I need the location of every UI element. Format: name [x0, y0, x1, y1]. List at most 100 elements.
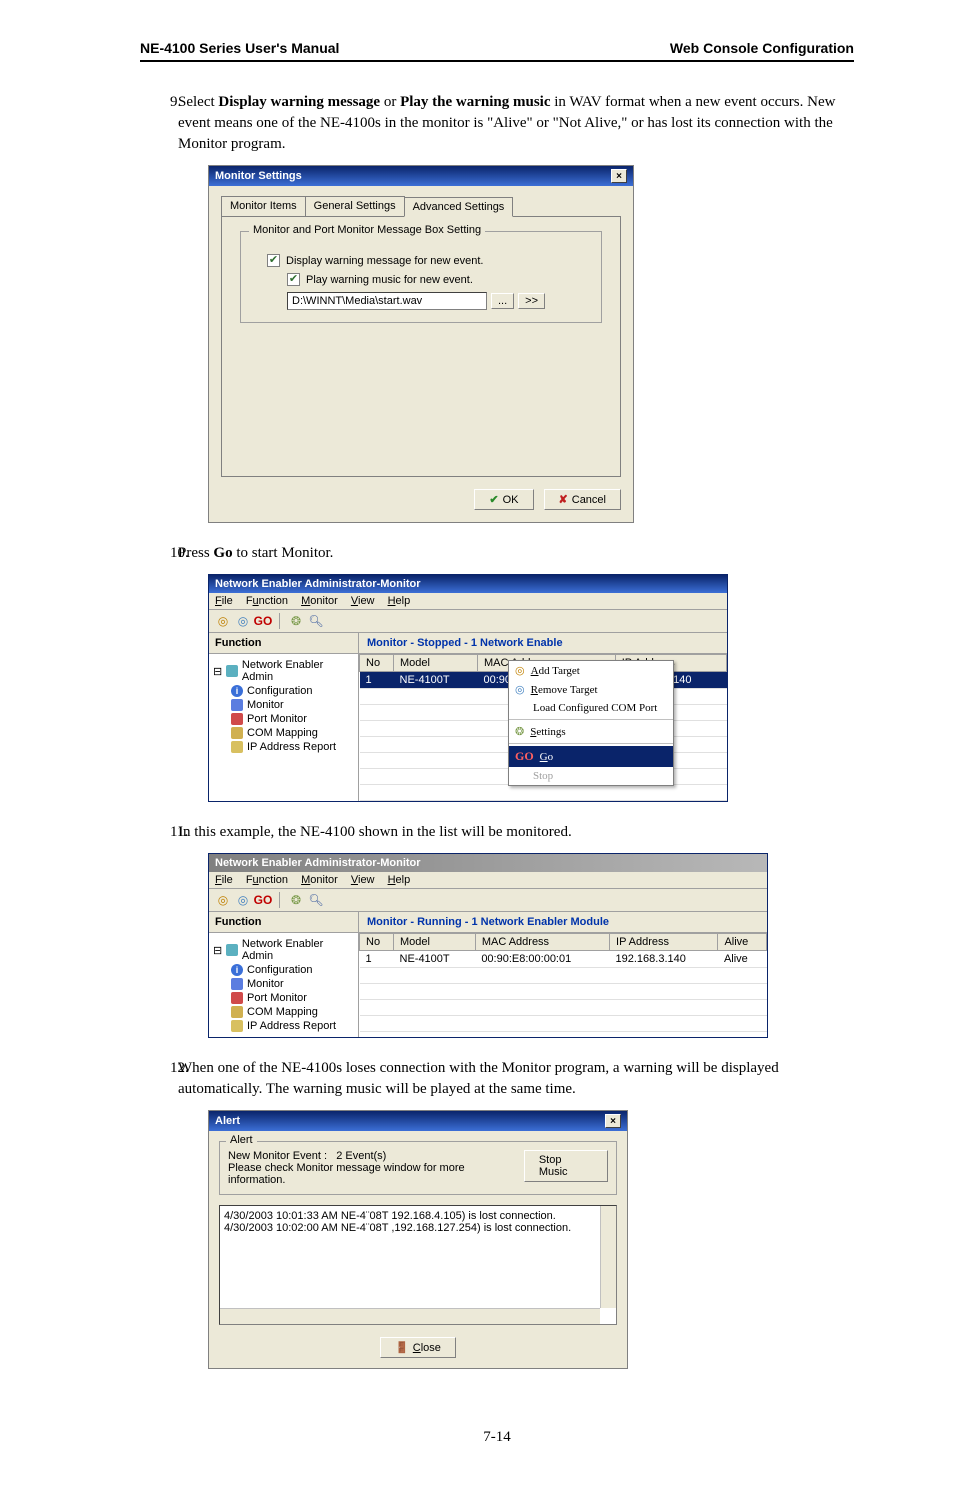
table-row	[360, 968, 767, 984]
separator	[509, 719, 673, 720]
info-icon: i	[231, 685, 243, 697]
col-model[interactable]: Model	[394, 934, 476, 951]
settings-icon[interactable]: ❂	[288, 613, 304, 629]
com-icon	[231, 1006, 243, 1018]
scrollbar-horizontal[interactable]	[220, 1308, 600, 1324]
go-button[interactable]: GO	[255, 613, 271, 629]
menubar: File Function Monitor View Help	[209, 872, 767, 889]
app-title: Network Enabler Administrator-Monitor	[215, 578, 421, 590]
col-mac[interactable]: MAC Address	[475, 934, 609, 951]
separator	[509, 743, 673, 744]
close-icon[interactable]: ×	[611, 169, 627, 183]
cancel-button[interactable]: ✘Cancel	[544, 489, 621, 510]
tab-advanced-settings[interactable]: Advanced Settings	[404, 197, 514, 217]
log-line: 4/30/2003 10:02:00 AM NE-4¨08T ,192.168.…	[224, 1222, 612, 1234]
device-grid: No Model MAC Address IP Address Alive 1 …	[359, 933, 767, 1032]
target-remove-icon[interactable]: ◎	[235, 613, 251, 629]
alert-titlebar: Alert ×	[209, 1111, 627, 1131]
separator	[279, 613, 280, 629]
col-no[interactable]: No	[360, 655, 394, 672]
menu-file[interactable]: File	[215, 874, 233, 886]
target-remove-icon[interactable]: ◎	[235, 892, 251, 908]
tree-com-mapping[interactable]: COM Mapping	[231, 1005, 354, 1019]
wav-path-input[interactable]: D:\WINNT\Media\start.wav	[287, 292, 487, 310]
function-tree: ⊟Network Enabler Admin iConfiguration Mo…	[209, 654, 358, 758]
menu-monitor[interactable]: Monitor	[301, 595, 338, 607]
search-icon[interactable]: 🔍︎	[308, 892, 324, 908]
settings-icon: ❂	[515, 725, 524, 738]
alert-dialog: Alert × Alert New Monitor Event : 2 Even…	[208, 1110, 628, 1369]
tree-port-monitor[interactable]: Port Monitor	[231, 991, 354, 1005]
settings-icon[interactable]: ❂	[288, 892, 304, 908]
checkbox-display-warning[interactable]: ✔	[267, 254, 280, 267]
tab-general-settings[interactable]: General Settings	[305, 196, 405, 216]
tab-monitor-items[interactable]: Monitor Items	[221, 196, 306, 216]
col-no[interactable]: No	[360, 934, 394, 951]
log-box: 4/30/2003 10:01:33 AM NE-4¨08T 192.168.4…	[219, 1205, 617, 1325]
info-icon: i	[231, 964, 243, 976]
monitor-settings-dialog: Monitor Settings × Monitor Items General…	[208, 165, 634, 523]
tree-configuration[interactable]: iConfiguration	[231, 963, 354, 977]
step-11-text: In this example, the NE-4100 shown in th…	[178, 822, 854, 843]
monitor-window-running: Network Enabler Administrator-Monitor Fi…	[208, 853, 768, 1038]
main-header-running: Monitor - Running - 1 Network Enabler Mo…	[359, 912, 767, 933]
context-menu: ◎Add Target ◎Remove Target Load Configur…	[508, 660, 674, 786]
col-alive[interactable]: Alive	[718, 934, 767, 951]
group-label: Monitor and Port Monitor Message Box Set…	[249, 224, 485, 236]
folder-icon	[226, 665, 238, 677]
target-remove-icon: ◎	[515, 683, 525, 696]
port-icon	[231, 713, 243, 725]
close-button[interactable]: 🚪Close	[380, 1337, 456, 1358]
menu-function[interactable]: Function	[246, 595, 288, 607]
function-header: Function	[209, 912, 358, 933]
tree-monitor[interactable]: Monitor	[231, 977, 354, 991]
page-number: 7-14	[140, 1429, 854, 1446]
ctx-settings[interactable]: ❂Settings	[509, 722, 673, 741]
new-event-label: New Monitor Event :	[228, 1150, 327, 1162]
ctx-load-com[interactable]: Load Configured COM Port	[509, 699, 673, 717]
tree-root[interactable]: ⊟Network Enabler Admin	[213, 937, 354, 963]
scrollbar-vertical[interactable]	[600, 1206, 616, 1308]
menu-help[interactable]: Help	[388, 874, 411, 886]
ctx-remove-target[interactable]: ◎Remove Target	[509, 680, 673, 699]
checkbox-play-music[interactable]: ✔	[287, 273, 300, 286]
menu-view[interactable]: View	[351, 595, 375, 607]
menu-view[interactable]: View	[351, 874, 375, 886]
toolbar: ◎ ◎ GO ❂ 🔍︎	[209, 610, 727, 633]
browse-button[interactable]: ...	[491, 293, 514, 309]
menu-help[interactable]: Help	[388, 595, 411, 607]
search-icon[interactable]: 🔍︎	[308, 613, 324, 629]
function-tree: ⊟Network Enabler Admin iConfiguration Mo…	[209, 933, 358, 1037]
menu-file[interactable]: File	[215, 595, 233, 607]
tree-port-monitor[interactable]: Port Monitor	[231, 712, 354, 726]
header-right: Web Console Configuration	[670, 40, 854, 56]
dialog-title: Monitor Settings	[215, 170, 302, 182]
play-button[interactable]: >>	[518, 293, 545, 309]
com-icon	[231, 727, 243, 739]
ctx-go[interactable]: GOGo	[509, 746, 673, 767]
go-button[interactable]: GO	[255, 892, 271, 908]
target-add-icon: ◎	[515, 664, 525, 677]
checkbox-display-warning-label: Display warning message for new event.	[286, 255, 483, 267]
col-ip[interactable]: IP Address	[610, 934, 718, 951]
tree-root[interactable]: ⊟Network Enabler Admin	[213, 658, 354, 684]
close-icon[interactable]: ×	[605, 1114, 621, 1128]
step-12-num: 12.	[140, 1058, 178, 1100]
tree-ip-report[interactable]: IP Address Report	[231, 740, 354, 754]
menu-function[interactable]: Function	[246, 874, 288, 886]
ctx-add-target[interactable]: ◎Add Target	[509, 661, 673, 680]
target-add-icon[interactable]: ◎	[215, 892, 231, 908]
step-10-num: 10.	[140, 543, 178, 564]
tree-monitor[interactable]: Monitor	[231, 698, 354, 712]
tree-configuration[interactable]: iConfiguration	[231, 684, 354, 698]
table-row[interactable]: 1 NE-4100T 00:90:E8:00:00:01 192.168.3.1…	[360, 951, 767, 968]
go-icon: GO	[515, 749, 534, 764]
menu-monitor[interactable]: Monitor	[301, 874, 338, 886]
tree-ip-report[interactable]: IP Address Report	[231, 1019, 354, 1033]
col-model[interactable]: Model	[394, 655, 478, 672]
app-titlebar: Network Enabler Administrator-Monitor	[209, 575, 727, 593]
tree-com-mapping[interactable]: COM Mapping	[231, 726, 354, 740]
target-add-icon[interactable]: ◎	[215, 613, 231, 629]
ok-button[interactable]: ✔OK	[474, 489, 533, 510]
stop-music-button[interactable]: Stop Music	[524, 1150, 608, 1182]
